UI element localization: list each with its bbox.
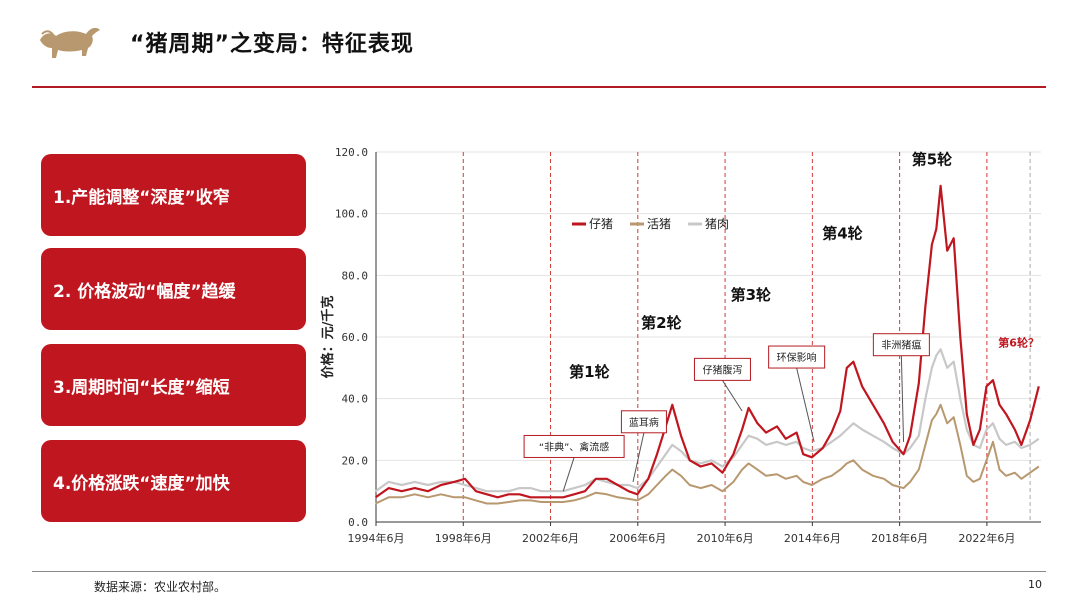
x-tick-label: 1998年6月: [435, 531, 492, 545]
legend-label: 活猪: [647, 217, 671, 231]
y-tick-label: 20.0: [342, 454, 369, 467]
cycle-label: 第1轮: [569, 363, 609, 381]
cycle-label: 第3轮: [731, 286, 771, 304]
y-tick-label: 40.0: [342, 393, 369, 406]
page-title: “猪周期”之变局：特征表现: [130, 32, 414, 57]
annotation-leader: [562, 457, 575, 492]
annotation-box: [768, 345, 826, 369]
feature-card-2: 2. 价格波动“幅度”趋缓: [41, 248, 306, 330]
series-line-仔猪: [374, 184, 1040, 499]
legend-label: 猪肉: [705, 217, 729, 231]
annotation-box: [872, 333, 930, 357]
annotation-label: 仔猪腹泻: [702, 363, 742, 376]
y-tick-label: 100.0: [335, 208, 368, 221]
y-axis-label: 价格：元/千克: [320, 296, 336, 379]
x-tick-label: 2022年6月: [958, 531, 1015, 545]
cycle-label: 第5轮: [912, 150, 952, 168]
series-line-猪肉: [374, 348, 1040, 493]
y-tick-label: 80.0: [342, 269, 369, 282]
legend-label: 仔猪: [589, 217, 613, 231]
price-line-chart: 0.0 20.0 40.0 60.0 80.0 100.0 120.0 1994年6月 1998…: [320, 146, 1041, 545]
annotation-label: “非典”、禽流感: [539, 440, 609, 453]
title-divider: [32, 86, 1046, 88]
x-tick-label: 2018年6月: [871, 531, 928, 545]
x-tick-label: 2014年6月: [784, 531, 841, 545]
annotation-label: 非洲猪瘟: [881, 339, 921, 352]
y-tick-label: 120.0: [335, 146, 368, 159]
y-tick-label: 0.0: [348, 516, 368, 529]
annotation-label: 蓝耳病: [629, 416, 659, 429]
series-line-活猪: [375, 403, 1040, 505]
annotation-box: [693, 357, 751, 381]
cycle-label-6: 第6轮？: [998, 335, 1039, 349]
cycle-label: 第2轮: [641, 314, 681, 332]
data-source-note: 数据来源：农业农村部。: [94, 580, 227, 594]
feature-card-3: 3.周期时间“长度”缩短: [41, 344, 306, 426]
x-tick-label: 2010年6月: [697, 531, 754, 545]
cycle-label: 第4轮: [822, 224, 862, 242]
annotation-box: [523, 434, 625, 458]
annotation-leader: [632, 432, 645, 483]
x-tick-label: 2002年6月: [522, 531, 579, 545]
annotation-leader: [722, 380, 743, 412]
footer-divider: [32, 571, 1046, 572]
page-number: 10: [1028, 578, 1042, 591]
feature-card-4: 4.价格涨跌“速度”加快: [41, 440, 306, 522]
x-tick-label: 1994年6月: [348, 531, 405, 545]
y-tick-label: 60.0: [342, 331, 369, 344]
feature-card-1: 1.产能调整“深度”收窄: [41, 154, 306, 236]
x-tick-label: 2006年6月: [609, 531, 666, 545]
annotation-leader: [900, 355, 905, 442]
bull-logo-icon: [40, 27, 100, 58]
annotation-leader: [796, 367, 815, 442]
annotation-box: [620, 410, 667, 434]
annotation-label: 环保影响: [777, 351, 817, 364]
